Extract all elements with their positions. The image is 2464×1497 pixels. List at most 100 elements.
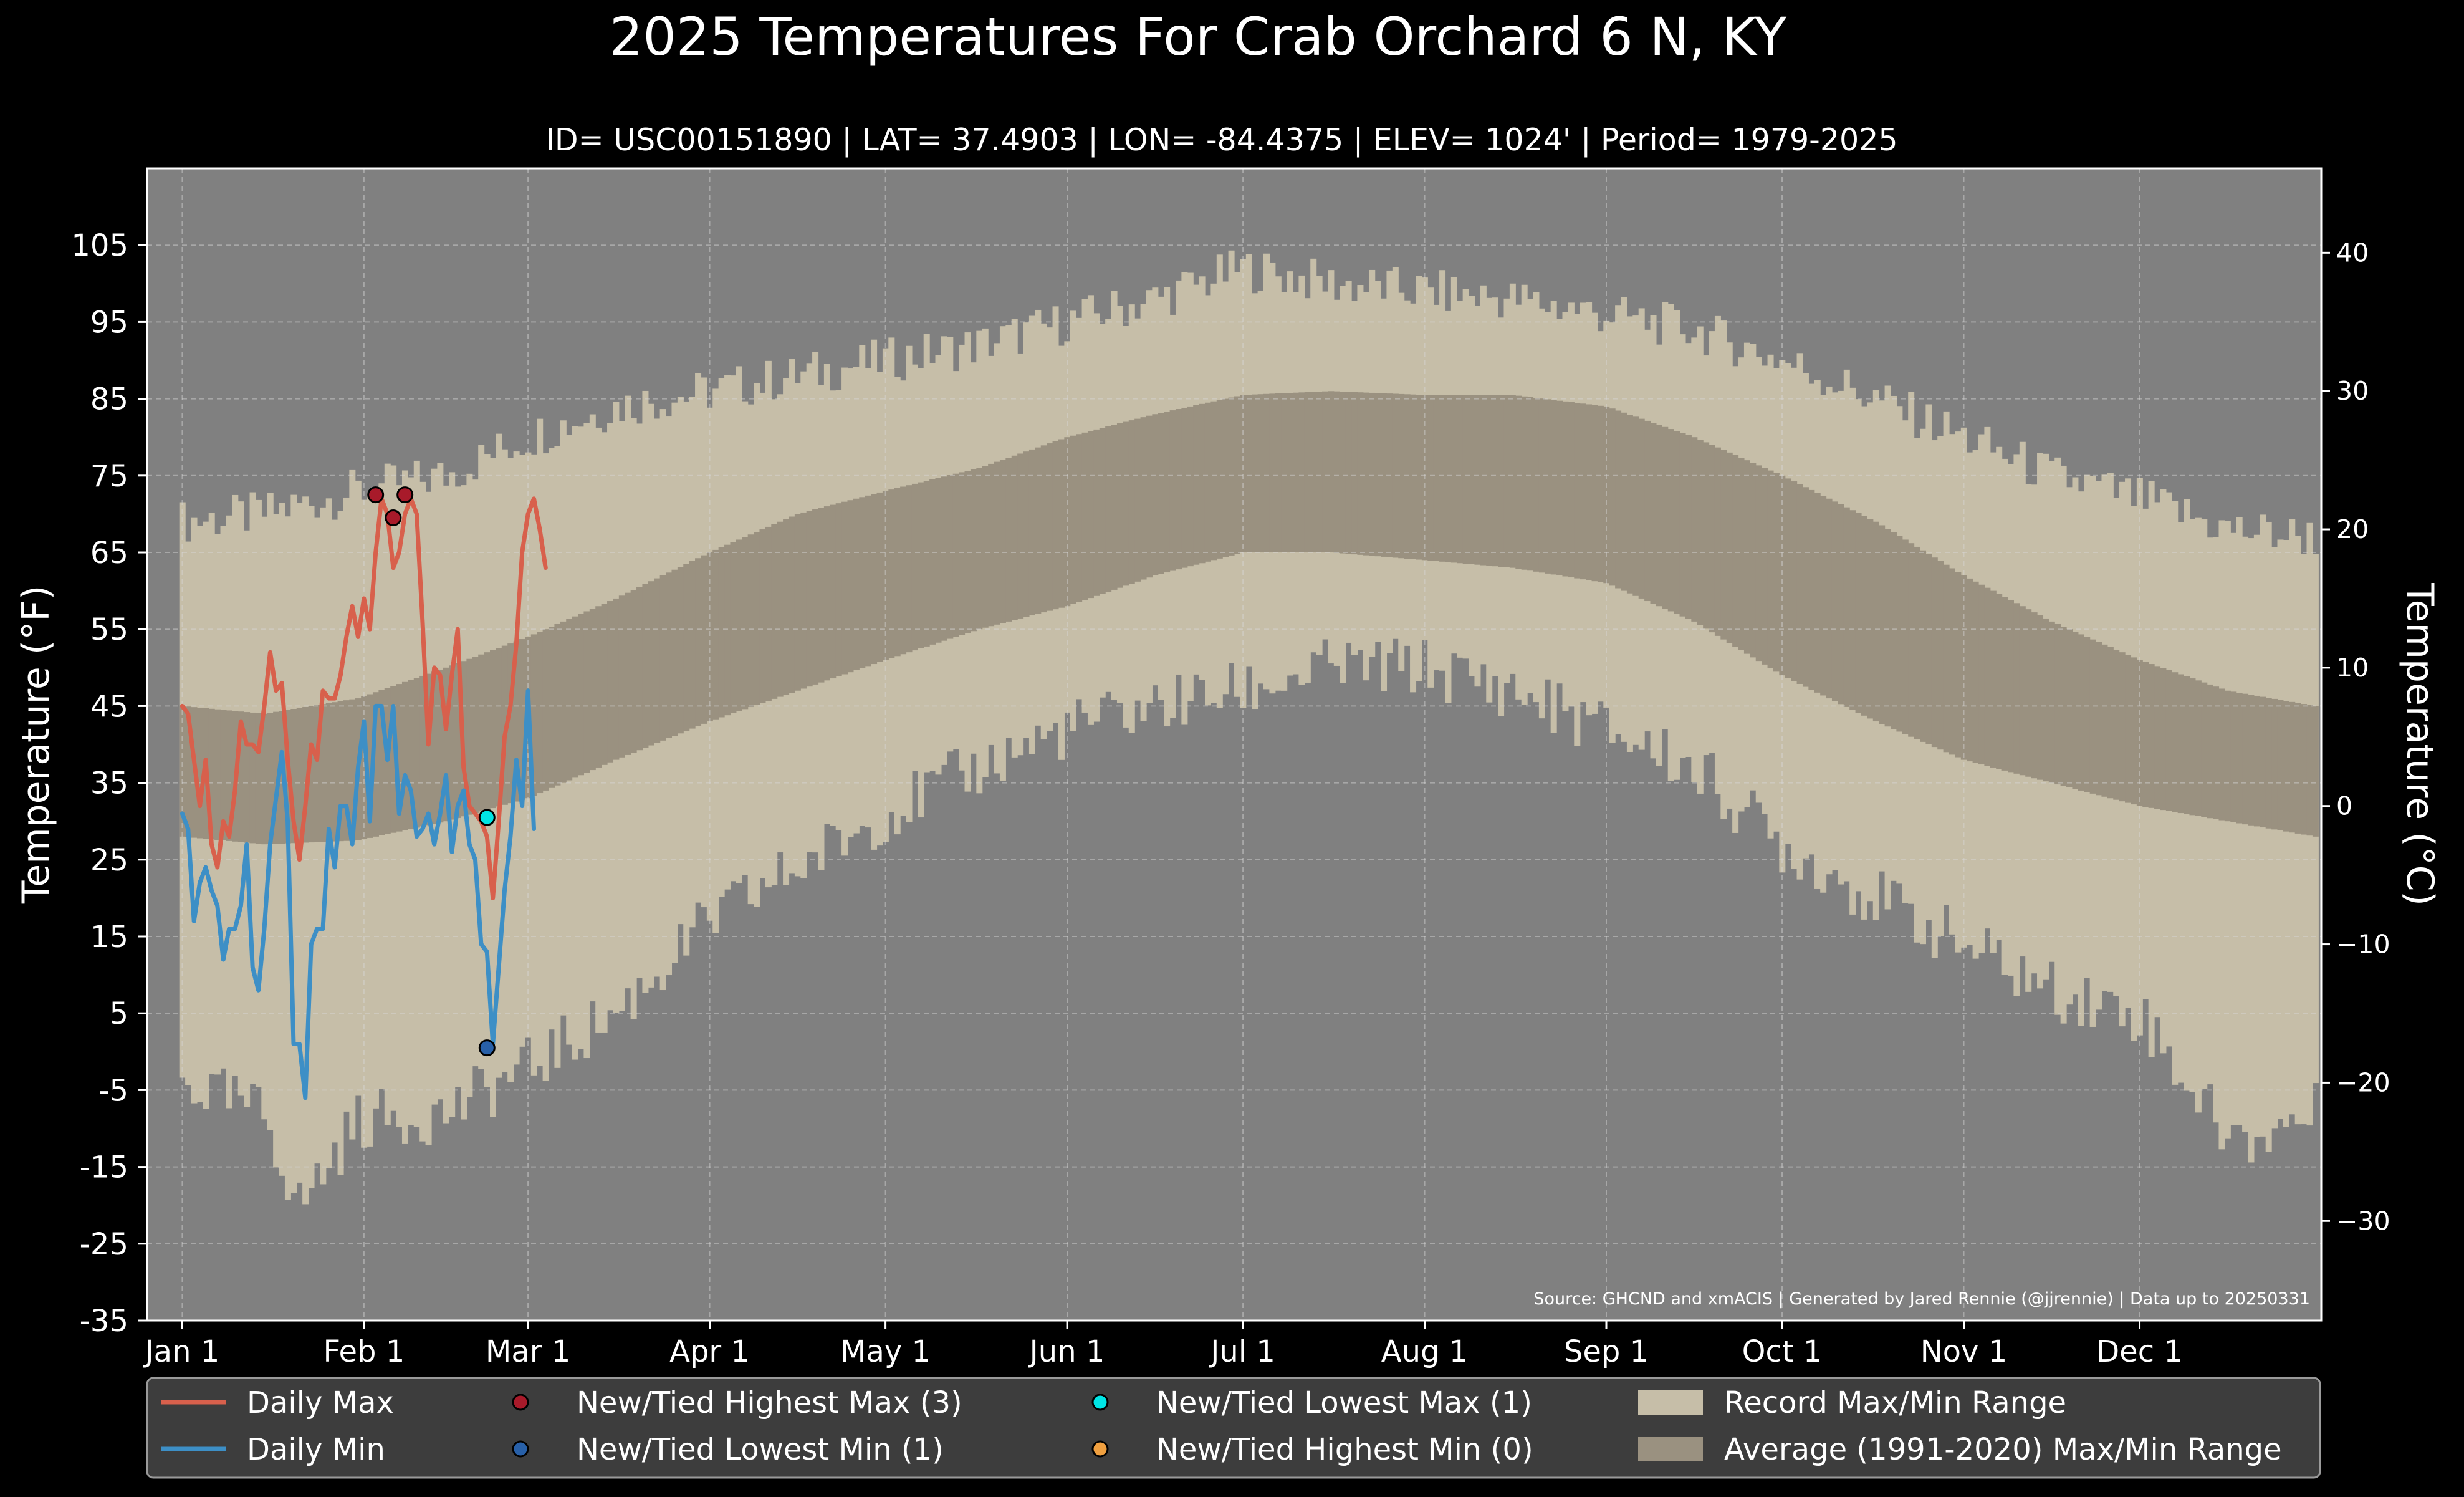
normal-range-bar bbox=[1879, 525, 1886, 724]
normal-range-bar bbox=[1140, 417, 1147, 580]
normal-range-bar bbox=[1843, 507, 1850, 707]
normal-range-bar bbox=[830, 504, 837, 679]
x-tick-label: May 1 bbox=[840, 1334, 931, 1369]
record-range-bar bbox=[302, 496, 309, 1205]
normal-range-bar bbox=[1457, 395, 1464, 564]
record-range-bar bbox=[337, 511, 344, 1175]
normal-range-bar bbox=[484, 652, 491, 810]
normal-range-bar bbox=[1017, 453, 1024, 619]
record-range-bar bbox=[2265, 521, 2272, 1152]
normal-range-bar bbox=[794, 514, 801, 691]
normal-range-bar bbox=[1925, 554, 1932, 744]
record-marker bbox=[367, 486, 385, 504]
normal-range-bar bbox=[659, 575, 666, 741]
normal-range-bar bbox=[496, 648, 502, 807]
normal-range-bar bbox=[1867, 519, 1874, 719]
y-tick-label: 25 bbox=[90, 843, 128, 878]
normal-range-bar bbox=[1650, 423, 1657, 604]
normal-range-bar bbox=[1187, 406, 1194, 567]
normal-range-bar bbox=[1527, 397, 1534, 571]
normal-range-bar bbox=[1674, 431, 1680, 614]
normal-range-bar bbox=[2230, 691, 2237, 822]
normal-range-bar bbox=[1392, 393, 1399, 558]
normal-range-bar bbox=[1709, 445, 1715, 633]
normal-range-bar bbox=[1662, 426, 1669, 609]
normal-range-bar bbox=[1785, 478, 1791, 678]
normal-range-bar bbox=[1603, 406, 1610, 584]
record-marker bbox=[478, 809, 496, 826]
normal-range-bar bbox=[2001, 597, 2008, 771]
normal-range-bar bbox=[1298, 392, 1305, 552]
y-tick-label: -35 bbox=[80, 1304, 128, 1339]
normal-range-bar bbox=[560, 621, 567, 783]
normal-range-bar bbox=[1351, 392, 1358, 555]
normal-range-bar bbox=[1340, 392, 1346, 554]
normal-range-bar bbox=[1128, 420, 1135, 584]
normal-range-bar bbox=[1181, 407, 1188, 568]
normal-range-bar bbox=[1550, 400, 1557, 575]
legend-swatch-patch bbox=[1638, 1437, 1703, 1461]
normal-range-bar bbox=[2013, 603, 2020, 774]
normal-range-bar bbox=[876, 492, 883, 662]
normal-range-bar bbox=[1275, 393, 1282, 552]
normal-range-bar bbox=[549, 627, 555, 788]
normal-range-bar bbox=[1515, 395, 1522, 569]
normal-range-bar bbox=[332, 702, 338, 842]
normal-range-bar bbox=[372, 692, 379, 837]
normal-range-bar bbox=[818, 508, 825, 683]
normal-range-bar bbox=[542, 629, 549, 791]
record-range-bar bbox=[2213, 537, 2220, 1123]
normal-range-bar bbox=[249, 712, 256, 844]
normal-range-bar bbox=[2008, 600, 2015, 773]
normal-range-bar bbox=[1040, 445, 1047, 613]
normal-range-bar bbox=[1193, 405, 1200, 565]
normal-range-bar bbox=[1328, 391, 1335, 552]
normal-range-bar bbox=[401, 681, 408, 830]
normal-range-bar bbox=[800, 512, 807, 689]
normal-range-bar bbox=[296, 708, 303, 843]
y-right-tick-label: −10 bbox=[2336, 930, 2390, 960]
normal-range-bar bbox=[1281, 393, 1288, 552]
normal-range-bar bbox=[1028, 449, 1035, 616]
normal-range-bar bbox=[1621, 412, 1627, 591]
record-markers bbox=[367, 486, 496, 1057]
normal-range-bar bbox=[841, 501, 848, 675]
normal-range-bar bbox=[1462, 395, 1469, 564]
normal-range-bar bbox=[578, 614, 585, 776]
legend-label: Daily Min bbox=[247, 1432, 385, 1467]
normal-range-bar bbox=[636, 587, 643, 751]
normal-range-bar bbox=[671, 569, 678, 736]
normal-range-bar bbox=[1204, 402, 1211, 562]
normal-range-bar bbox=[1556, 400, 1563, 575]
normal-range-bar bbox=[1374, 393, 1381, 557]
normal-range-bar bbox=[2271, 698, 2278, 830]
normal-range-bar bbox=[2207, 684, 2213, 819]
normal-range-bar bbox=[1779, 475, 1786, 676]
normal-range-bar bbox=[2113, 650, 2120, 800]
y-axis-right-label: Temperature (°C) bbox=[2398, 582, 2442, 906]
normal-range-bar bbox=[1826, 498, 1833, 699]
normal-range-bar bbox=[2172, 672, 2179, 812]
normal-range-bar bbox=[1111, 425, 1118, 590]
normal-range-bar bbox=[1469, 395, 1475, 564]
normal-range-bar bbox=[1005, 458, 1012, 622]
x-tick-label: Oct 1 bbox=[1742, 1334, 1823, 1369]
normal-range-bar bbox=[1960, 575, 1967, 760]
normal-range-bar bbox=[1914, 546, 1920, 739]
normal-range-bar bbox=[1697, 440, 1704, 625]
daily-lines bbox=[180, 496, 548, 1100]
normal-range-bar bbox=[888, 489, 895, 658]
normal-range-bar bbox=[701, 555, 707, 724]
normal-range-bar bbox=[1538, 398, 1545, 573]
normal-range-bar bbox=[1967, 578, 1973, 762]
normal-range-bar bbox=[489, 650, 496, 809]
normal-range-bar bbox=[595, 606, 602, 768]
normal-range-bar bbox=[1175, 409, 1182, 570]
normal-range-bar bbox=[2160, 668, 2167, 811]
normal-range-bar bbox=[1521, 396, 1528, 570]
normal-range-bar bbox=[2253, 695, 2260, 827]
normal-range-bar bbox=[1011, 455, 1018, 620]
normal-range-bar bbox=[1058, 439, 1065, 608]
normal-range-bar bbox=[1152, 414, 1159, 575]
